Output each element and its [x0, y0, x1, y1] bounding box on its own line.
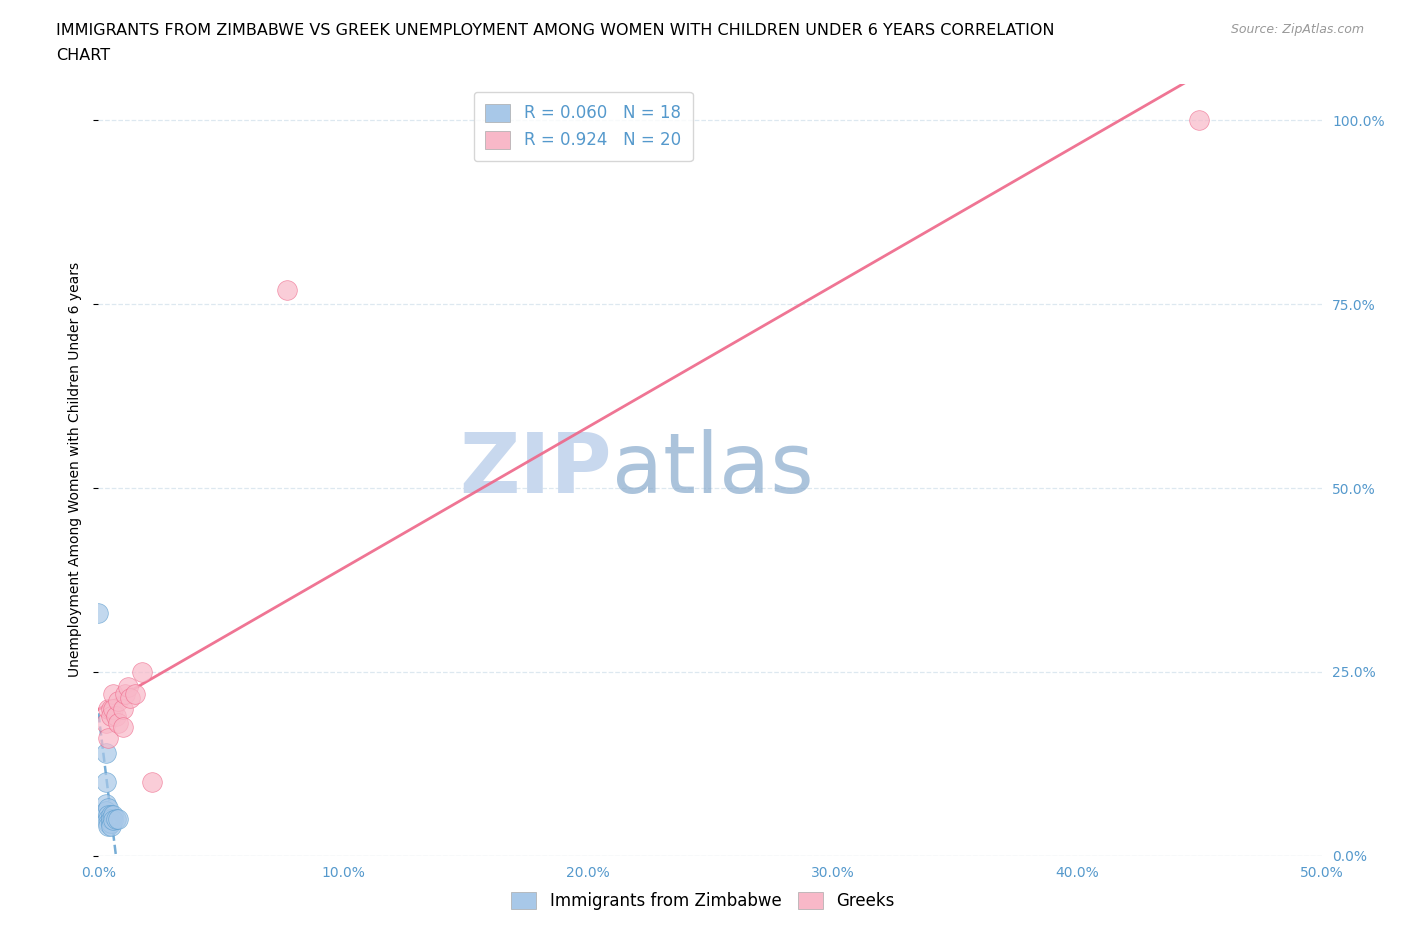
- Point: [107, 694, 129, 709]
- Point: [94, 775, 117, 790]
- Point: [1188, 113, 1211, 128]
- Point: [120, 690, 142, 705]
- Point: [100, 811, 122, 826]
- Legend: R = 0.060   N = 18, R = 0.924   N = 20: R = 0.060 N = 18, R = 0.924 N = 20: [474, 92, 693, 161]
- Point: [104, 811, 127, 826]
- Point: [94, 797, 117, 812]
- Point: [131, 664, 153, 679]
- Point: [111, 701, 134, 716]
- Point: [97, 815, 120, 830]
- Point: [100, 815, 122, 830]
- Point: [111, 720, 134, 735]
- Text: IMMIGRANTS FROM ZIMBABWE VS GREEK UNEMPLOYMENT AMONG WOMEN WITH CHILDREN UNDER 6: IMMIGRANTS FROM ZIMBABWE VS GREEK UNEMPL…: [56, 23, 1054, 38]
- Point: [97, 811, 120, 826]
- Legend: Immigrants from Zimbabwe, Greeks: Immigrants from Zimbabwe, Greeks: [505, 885, 901, 917]
- Point: [100, 808, 122, 823]
- Text: ZIP: ZIP: [460, 429, 612, 511]
- Point: [101, 808, 124, 823]
- Point: [101, 813, 124, 828]
- Point: [94, 745, 117, 760]
- Text: Source: ZipAtlas.com: Source: ZipAtlas.com: [1230, 23, 1364, 36]
- Point: [141, 775, 163, 790]
- Point: [100, 818, 122, 833]
- Text: atlas: atlas: [612, 429, 814, 511]
- Point: [100, 709, 122, 724]
- Text: CHART: CHART: [56, 48, 110, 63]
- Point: [104, 709, 127, 724]
- Point: [94, 804, 117, 819]
- Point: [97, 801, 120, 816]
- Point: [97, 818, 120, 833]
- Point: [107, 716, 129, 731]
- Point: [97, 808, 120, 823]
- Point: [94, 716, 117, 731]
- Point: [107, 811, 129, 826]
- Point: [87, 605, 110, 620]
- Point: [101, 701, 124, 716]
- Y-axis label: Unemployment Among Women with Children Under 6 years: Unemployment Among Women with Children U…: [69, 262, 83, 677]
- Point: [124, 686, 146, 701]
- Point: [114, 686, 136, 701]
- Point: [100, 701, 122, 716]
- Point: [97, 701, 120, 716]
- Point: [101, 686, 124, 701]
- Point: [97, 731, 120, 746]
- Point: [117, 679, 139, 694]
- Point: [276, 282, 298, 297]
